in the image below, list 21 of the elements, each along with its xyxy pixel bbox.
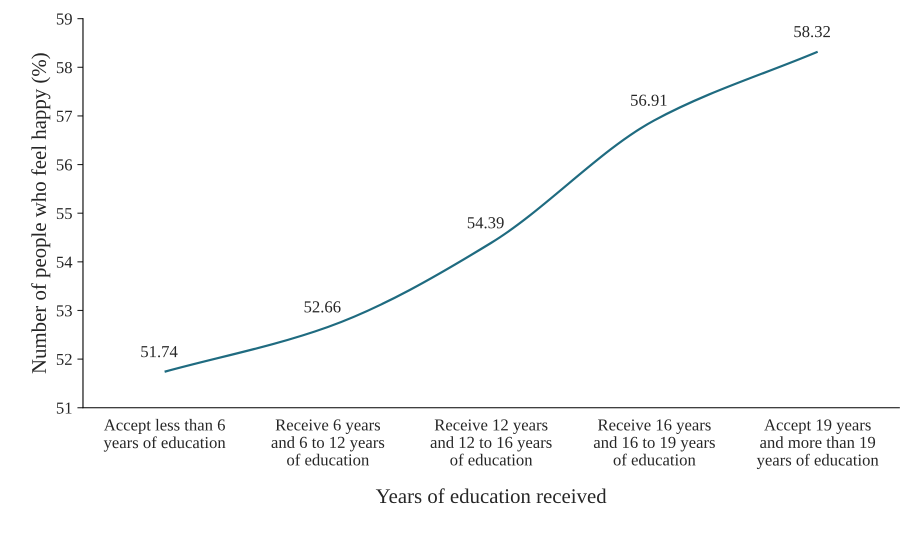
x-tick-label: Accept less than 6 years of education	[104, 418, 226, 452]
x-tick-label: Receive 16 years and 16 to 19 years of education	[594, 419, 715, 466]
data-label: 51.74	[141, 346, 178, 358]
y-tick-label: 58	[56, 62, 72, 74]
y-tick-label: 51	[56, 402, 72, 414]
y-tick-label: 54	[56, 256, 72, 268]
y-axis-title: Number of people who feel happy (%)	[31, 53, 50, 374]
y-tick-label: 56	[56, 159, 72, 171]
x-tick-label: Accept 19 years and more than 19 years of education	[756, 419, 878, 470]
y-tick-label: 59	[56, 13, 72, 25]
y-tick-label: 55	[56, 208, 72, 220]
data-label: 54.39	[468, 217, 504, 228]
x-tick-label: Receive 6 years and 6 to 12 years of education	[272, 419, 384, 466]
x-axis-title: Years of education received	[376, 488, 606, 504]
data-label: 52.66	[304, 301, 341, 313]
x-tick-label: Receive 12 years and 12 to 16 years of education	[430, 419, 552, 466]
y-tick-label: 52	[56, 354, 72, 366]
y-tick-label: 57	[56, 110, 72, 122]
data-label: 56.91	[631, 94, 667, 106]
data-label: 58.32	[794, 26, 830, 38]
y-tick-label: 53	[56, 305, 72, 316]
